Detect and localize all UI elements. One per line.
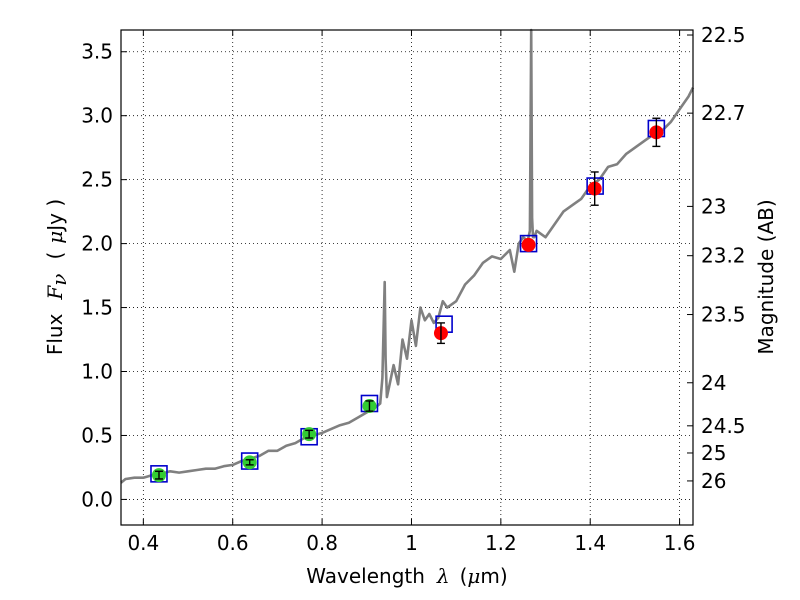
mag-tick-label: 24 [701, 371, 726, 395]
x-tick-label: 1.6 [664, 531, 696, 555]
x-tick-label: 1 [405, 531, 418, 555]
y-axis-label: Flux Fν ( μJy ) [43, 199, 71, 355]
x-tick-label: 0.6 [217, 531, 249, 555]
y2-axis-label: Magnitude (AB) [754, 199, 778, 354]
y-tick-label: 2.5 [81, 168, 113, 192]
y-tick-label: 3.5 [81, 40, 113, 64]
mag-tick-label: 22.5 [701, 23, 746, 47]
mag-tick-label: 24.5 [701, 414, 746, 438]
mag-tick-label: 23.5 [701, 303, 746, 327]
x-tick-label: 0.4 [127, 531, 159, 555]
mag-tick-label: 26 [701, 469, 726, 493]
mag-tick-label: 25 [701, 441, 726, 465]
x-tick-label: 1.2 [485, 531, 517, 555]
y-tick-label: 3.0 [81, 104, 113, 128]
mag-tick-label: 23.2 [701, 244, 746, 268]
y-tick-label: 2.0 [81, 232, 113, 256]
y-tick-label: 0.5 [81, 423, 113, 447]
x-tick-label: 1.4 [574, 531, 606, 555]
y-tick-label: 1.5 [81, 296, 113, 320]
ticks: 0.4 0.6 0.8 1 1.2 1.4 1.6 0.0 0.5 1.0 1.5 2.0 2.5 3.0… [81, 23, 745, 555]
x-tick-label: 0.8 [306, 531, 338, 555]
markers [150, 117, 666, 483]
plot-frame [120, 29, 694, 526]
detection-point [521, 237, 536, 252]
y-tick-label: 0.0 [81, 487, 113, 511]
mag-tick-label: 23 [701, 194, 726, 218]
mag-tick-label: 22.7 [701, 101, 746, 125]
x-axis-label: Wavelength λ (μm) [306, 564, 507, 588]
y-tick-label: 1.0 [81, 360, 113, 384]
plot-background [121, 30, 693, 525]
